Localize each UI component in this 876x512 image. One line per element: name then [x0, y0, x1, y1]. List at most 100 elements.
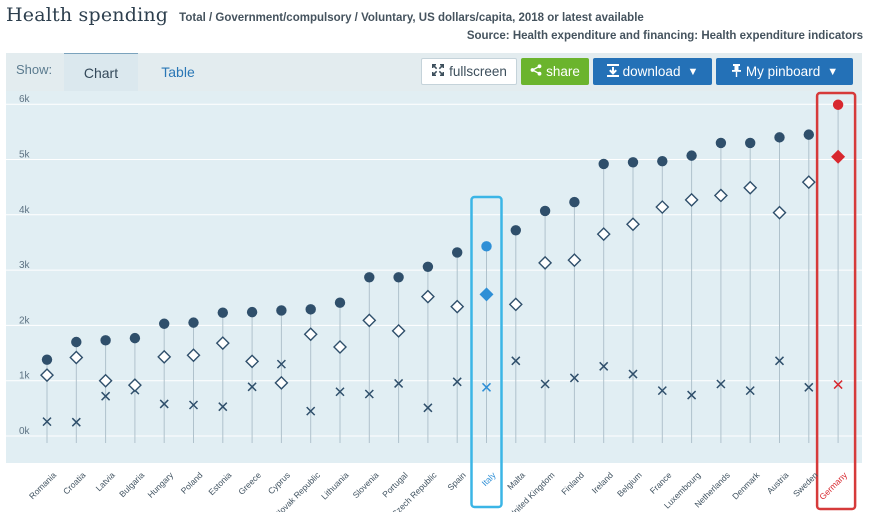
government-point [420, 289, 435, 304]
voluntary-point [42, 417, 52, 427]
government-point [479, 287, 494, 302]
voluntary-point [687, 390, 697, 400]
voluntary-point [774, 356, 785, 366]
government-point [40, 368, 54, 383]
total-point [71, 336, 82, 348]
total-point [159, 318, 170, 329]
government-point [772, 205, 787, 220]
government-point [450, 299, 465, 314]
government-point [245, 354, 260, 369]
government-point [596, 227, 611, 242]
y-tick-label: 6k [19, 94, 31, 105]
fullscreen-button[interactable]: fullscreen [421, 58, 517, 85]
toolbar: Show: Chart Table fullscreen share downl… [6, 53, 862, 91]
government-point [567, 253, 582, 268]
share-button[interactable]: share [521, 58, 589, 85]
total-point [334, 297, 346, 308]
chevron-down-icon: ▼ [687, 65, 699, 78]
total-point [305, 304, 316, 315]
voluntary-point [188, 400, 199, 410]
total-point [481, 241, 492, 252]
total-point [715, 137, 727, 149]
government-point [391, 323, 406, 338]
chart-subtitle: Total / Government/compulsory / Voluntar… [179, 12, 644, 24]
voluntary-point [276, 359, 286, 369]
voluntary-point [452, 377, 462, 387]
voluntary-point [804, 382, 814, 392]
government-point [743, 180, 758, 195]
total-point [774, 132, 785, 143]
pinboard-label: My pinboard [745, 64, 821, 79]
total-point [657, 155, 668, 167]
government-point [127, 378, 142, 393]
total-point [364, 272, 375, 283]
government-point [538, 255, 553, 270]
tab-chart[interactable]: Chart [64, 53, 138, 91]
total-point [539, 205, 551, 217]
voluntary-point [335, 387, 345, 397]
expand-icon [431, 63, 445, 80]
voluntary-point [716, 379, 726, 389]
pin-icon [731, 63, 742, 80]
government-point [303, 327, 318, 342]
tab-table[interactable]: Table [161, 64, 195, 80]
chart-area [6, 91, 862, 463]
voluntary-point [159, 399, 169, 409]
voluntary-point [101, 391, 111, 401]
total-point [598, 158, 609, 170]
download-icon [606, 63, 619, 80]
government-point [684, 192, 699, 207]
total-point [832, 99, 844, 110]
italy-highlight-box [470, 195, 503, 509]
total-point [745, 137, 756, 149]
total-point [393, 272, 404, 283]
y-tick-label: 4k [19, 205, 31, 216]
voluntary-point [511, 356, 521, 366]
y-tick-label: 0k [19, 426, 31, 437]
government-point [713, 188, 728, 203]
voluntary-point [306, 406, 316, 416]
y-tick-label: 2k [19, 315, 31, 326]
total-point [627, 157, 639, 168]
government-point [69, 350, 84, 365]
total-point [803, 129, 814, 140]
government-point [362, 313, 377, 328]
download-button[interactable]: download ▼ [593, 58, 712, 85]
government-point [274, 375, 289, 390]
voluntary-point [218, 402, 228, 412]
total-point [276, 305, 287, 316]
chevron-down-icon: ▼ [827, 65, 839, 78]
header: Health spending Total / Government/compu… [6, 4, 644, 28]
voluntary-point [628, 369, 638, 379]
share-icon [530, 64, 542, 79]
pinboard-button[interactable]: My pinboard ▼ [716, 58, 853, 85]
voluntary-point [481, 382, 492, 392]
government-point [801, 175, 816, 190]
total-point [422, 261, 434, 272]
total-point [41, 354, 53, 365]
government-point [831, 149, 846, 164]
total-point [129, 332, 141, 344]
y-tick-label: 3k [19, 260, 31, 271]
voluntary-point [833, 380, 843, 390]
source-note: Source: Health expenditure and financing… [466, 30, 863, 42]
voluntary-point [745, 386, 755, 396]
government-point [655, 200, 670, 215]
voluntary-point [599, 361, 609, 371]
fullscreen-label: fullscreen [449, 64, 507, 79]
page-title: Health spending [6, 4, 169, 26]
voluntary-point [364, 389, 374, 399]
voluntary-point [657, 386, 667, 396]
total-point [217, 307, 228, 318]
voluntary-point [569, 373, 579, 383]
government-point [508, 297, 523, 312]
total-point [510, 225, 521, 236]
total-point [686, 150, 697, 161]
y-tick-label: 5k [19, 150, 31, 161]
germany-highlight-box [815, 91, 857, 511]
government-point [98, 373, 113, 388]
total-point [569, 196, 580, 208]
show-label: Show: [16, 62, 53, 77]
total-point [188, 317, 199, 328]
